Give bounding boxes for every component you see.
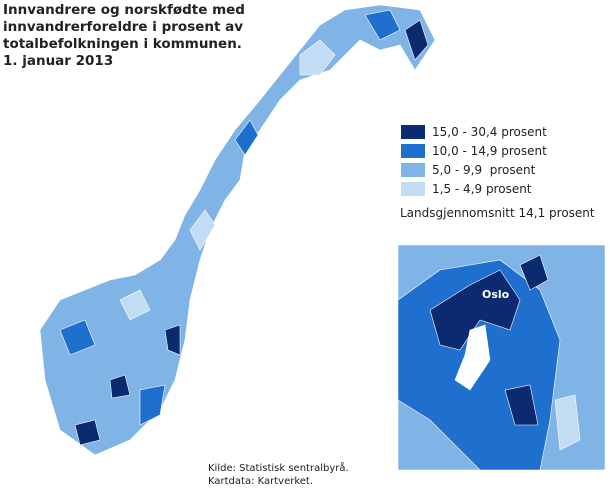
national-average: Landsgjennomsnitt 14,1 prosent [400, 206, 595, 220]
source-line: Kartdata: Kartverket. [208, 476, 313, 487]
source-line: Kilde: Statistisk sentralbyrå. [208, 461, 349, 474]
legend-swatch [401, 163, 425, 177]
region [504, 384, 539, 426]
legend-label: 1,5 - 4,9 prosent [432, 182, 532, 196]
region [139, 384, 166, 426]
oslo-inset [397, 244, 606, 471]
region [554, 394, 581, 451]
inset-label: Oslo [482, 288, 510, 301]
legend-label: 15,0 - 30,4 prosent [432, 125, 547, 139]
country-shape [39, 4, 436, 456]
legend-label: 5,0 - 9,9 prosent [432, 163, 536, 177]
region [74, 419, 101, 446]
title-line: 1. januar 2013 [3, 53, 113, 69]
region [59, 319, 96, 356]
region [429, 269, 521, 351]
region [519, 254, 549, 291]
region [189, 209, 216, 251]
region [109, 374, 131, 399]
region [164, 324, 181, 356]
legend: 15,0 - 30,4 prosent 10,0 - 14,9 prosent 5,… [401, 125, 547, 196]
region [364, 9, 401, 41]
region [299, 39, 336, 76]
legend-label: 10,0 - 14,9 prosent [432, 144, 547, 158]
title-line: Innvandrere og norskfødte med [3, 2, 245, 18]
region [234, 119, 259, 156]
title-line: totalbefolkningen i kommunen. [3, 36, 242, 52]
legend-swatch [401, 125, 425, 139]
title-line: innvandrerforeldre i prosent av [3, 19, 243, 35]
legend-swatch [401, 182, 425, 196]
norway-map [39, 4, 436, 456]
region [404, 19, 429, 61]
fjord [454, 324, 491, 391]
region [119, 289, 151, 321]
legend-swatch [401, 144, 425, 158]
